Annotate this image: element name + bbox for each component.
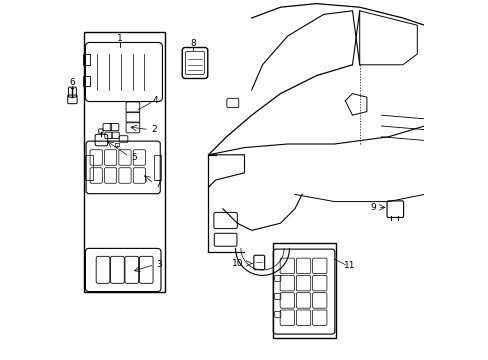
- Bar: [84, 32, 165, 292]
- Text: 2: 2: [151, 125, 157, 134]
- Text: 1: 1: [117, 34, 123, 43]
- Text: 11: 11: [344, 261, 355, 270]
- Text: 8: 8: [190, 39, 196, 48]
- Bar: [153, 155, 161, 180]
- Bar: [82, 76, 90, 86]
- Bar: [272, 243, 335, 338]
- Text: 5: 5: [131, 153, 137, 162]
- Text: 4: 4: [152, 96, 158, 105]
- Text: 10: 10: [232, 259, 244, 268]
- Bar: [85, 155, 92, 180]
- Bar: [82, 54, 90, 65]
- Text: 6: 6: [69, 78, 75, 87]
- Text: 3: 3: [156, 260, 162, 269]
- Text: 9: 9: [370, 203, 375, 212]
- Text: 7: 7: [155, 180, 161, 189]
